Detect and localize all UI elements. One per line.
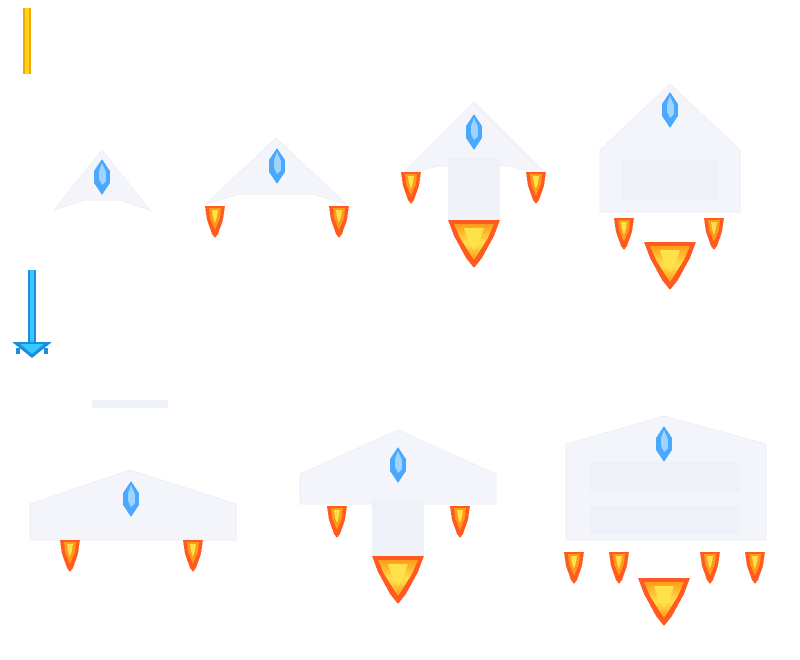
flame-inner	[707, 556, 713, 569]
flame-inner	[67, 544, 73, 557]
cockpit-gem-shine	[471, 118, 478, 140]
cockpit-gem-shine	[661, 430, 668, 452]
flame-inner	[334, 510, 340, 523]
cockpit-gem	[390, 447, 406, 483]
cockpit-gem	[123, 481, 139, 517]
cockpit-gem	[656, 426, 672, 462]
engine-flame-small	[329, 206, 349, 238]
ship-level-1	[52, 149, 152, 212]
engine-flame-small	[327, 506, 347, 538]
flame-inner	[752, 556, 758, 569]
flame-inner	[616, 556, 622, 569]
cockpit-gem-shine	[395, 451, 402, 473]
flame-inner	[621, 222, 627, 235]
yellow-laser-beam	[23, 8, 31, 74]
flame-inner	[190, 544, 196, 557]
cockpit-gem	[94, 159, 110, 195]
cockpit-gem-shine	[128, 485, 135, 507]
engine-flame-small	[183, 540, 203, 572]
cockpit-gem	[662, 92, 678, 128]
flame-inner	[388, 564, 408, 586]
flame-inner	[212, 210, 218, 223]
engine-flame-small	[704, 218, 724, 250]
flame-inner	[464, 228, 484, 250]
cockpit-gem-shine	[667, 96, 674, 118]
engine-flame-small	[450, 506, 470, 538]
engine-flame-large	[372, 556, 424, 604]
cockpit-gem	[269, 148, 285, 184]
engine-flame-medium	[564, 552, 584, 584]
ship-level-7	[564, 415, 767, 626]
ship-level-4	[599, 83, 741, 290]
engine-flame-small	[614, 218, 634, 250]
engine-flame-small	[700, 552, 720, 584]
flame-inner	[457, 510, 463, 523]
engine-flame-large	[448, 220, 500, 268]
flame-inner	[660, 250, 680, 272]
ship-level-6	[299, 429, 497, 604]
engine-flame-small	[401, 172, 421, 204]
ship-level-3	[398, 101, 550, 268]
engine-flame-large	[644, 242, 696, 290]
cockpit-gem-shine	[99, 163, 106, 185]
engine-flame-small	[60, 540, 80, 572]
flame-inner	[654, 586, 674, 608]
ship-level-2	[205, 137, 349, 238]
flame-inner	[408, 176, 414, 189]
flame-inner	[711, 222, 717, 235]
engine-flame-small	[526, 172, 546, 204]
cockpit-gem-shine	[274, 152, 281, 174]
flame-inner	[533, 176, 539, 189]
engine-flame-small	[205, 206, 225, 238]
engine-flame-large	[638, 578, 690, 626]
flame-inner	[571, 556, 577, 569]
ship-level-5	[29, 400, 237, 572]
engine-flame-small	[609, 552, 629, 584]
flame-inner	[336, 210, 342, 223]
engine-flame-medium	[745, 552, 765, 584]
cockpit-gem	[466, 114, 482, 150]
blue-laser-beam-arrow	[12, 270, 52, 358]
